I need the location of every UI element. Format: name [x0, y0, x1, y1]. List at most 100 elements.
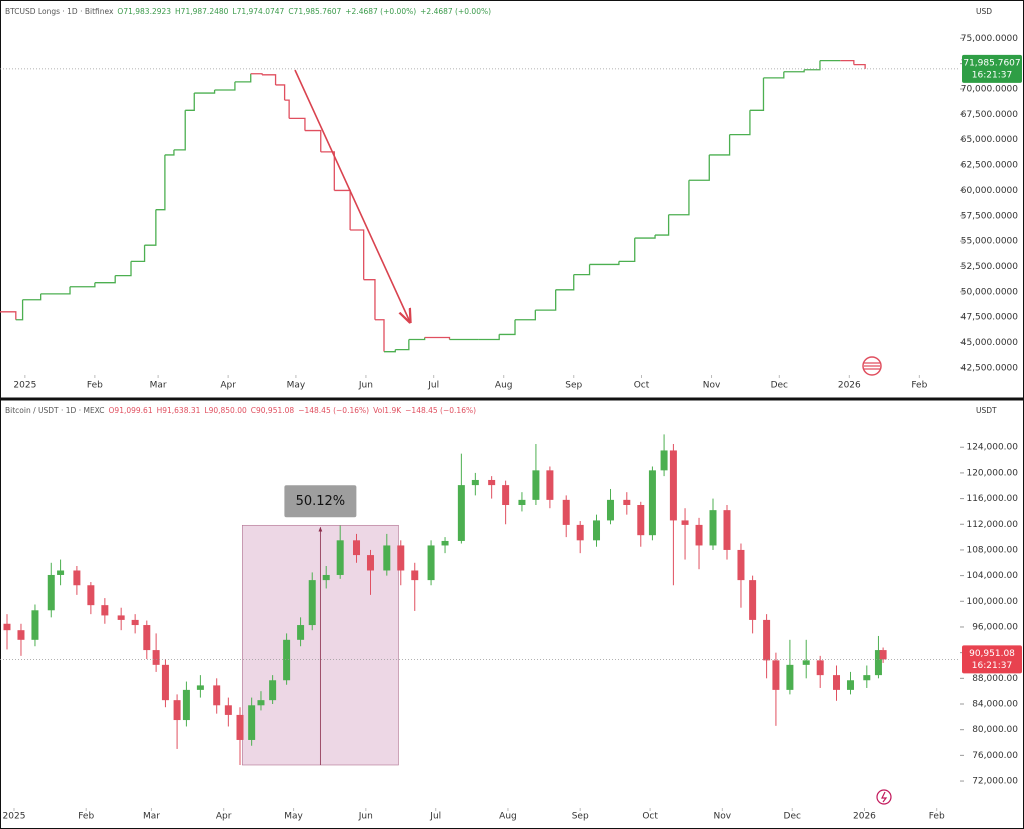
- line-segment: [499, 319, 516, 336]
- candle-body: [786, 664, 794, 690]
- candle-body: [846, 680, 854, 690]
- candle-body: [383, 545, 391, 571]
- candle-body: [297, 625, 305, 640]
- y-tick-label: 60,000.0000: [961, 186, 1019, 196]
- candle-body: [623, 499, 631, 506]
- y-tick-label: 108,000.00: [966, 545, 1018, 555]
- line-segment: [40, 286, 71, 295]
- y-tick-label: 124,000.00: [966, 443, 1018, 453]
- candle-body: [101, 605, 109, 616]
- candle-body: [562, 499, 570, 525]
- candle-body: [161, 664, 169, 701]
- x-tick-label: Mar: [150, 381, 167, 391]
- candle-body: [213, 685, 221, 706]
- candle-body: [196, 685, 204, 690]
- candle-body: [471, 479, 479, 486]
- candle-body: [17, 630, 25, 640]
- line-segment: [262, 74, 277, 85]
- candle-body: [660, 450, 668, 471]
- candle-body: [833, 675, 841, 690]
- candle-body: [695, 524, 703, 546]
- candle-body: [681, 520, 689, 525]
- y-tick-label: 75,000.0000: [961, 34, 1019, 44]
- measure-label-box: [284, 485, 357, 518]
- legend: Bitcoin / USDT · 1D · MEXC O91,099.61 H91,…: [5, 406, 476, 415]
- candle-body: [502, 485, 510, 506]
- price-tag-countdown: 16:21:37: [972, 661, 1012, 671]
- candle-body: [308, 580, 316, 626]
- legend-title: BTCUSD Longs · 1D · Bitfinex: [5, 7, 114, 16]
- line-segment: [634, 235, 656, 239]
- line-segment: [173, 110, 186, 151]
- y-tick-label: 57,500.0000: [961, 211, 1019, 221]
- price-tag-countdown: 16:21:37: [972, 70, 1012, 80]
- x-tick-label: Jun: [358, 381, 373, 391]
- candle-body: [593, 520, 601, 541]
- line-segment: [783, 69, 805, 73]
- candle-body: [366, 555, 374, 571]
- candle-body: [772, 660, 780, 690]
- x-tick-label: Apr: [220, 381, 236, 391]
- candle-body: [749, 580, 757, 620]
- currency: USDT: [976, 406, 997, 415]
- candle-body: [488, 479, 496, 486]
- legend-value: L71,974.0747: [232, 7, 284, 16]
- y-tick-label: 80,000.00: [972, 725, 1018, 735]
- x-tick-label: Aug: [495, 381, 513, 391]
- candle-body: [863, 675, 871, 681]
- candle-body: [57, 570, 65, 575]
- candle-body: [73, 570, 81, 586]
- line-segment: [155, 154, 166, 211]
- panel: 42,500.0000 45,000.0000 47,500.0000 50,000.…: [0, 7, 1022, 391]
- line-segment: [70, 282, 96, 288]
- x-tick-label: Oct: [642, 812, 658, 822]
- x-tick-label: Nov: [714, 812, 732, 822]
- y-tick-label: 100,000.00: [966, 597, 1018, 607]
- legend-value: L90,850.00: [204, 406, 247, 415]
- y-tick-label: 50,000.0000: [961, 287, 1019, 297]
- line-segment: [304, 129, 322, 152]
- candle-body: [269, 680, 277, 701]
- candle-body: [47, 574, 55, 611]
- candle-body: [576, 524, 584, 541]
- line-segment: [840, 59, 855, 65]
- candle-body: [143, 625, 151, 651]
- x-tick-label: Sep: [565, 381, 582, 391]
- line-segment: [363, 279, 376, 320]
- legend-value: −148.45 (−0.16%): [405, 406, 476, 415]
- line-segment: [408, 337, 426, 341]
- candle-body: [816, 660, 824, 676]
- y-tick-label: 65,000.0000: [961, 135, 1019, 145]
- candle-body: [874, 650, 882, 676]
- x-tick-label: Feb: [78, 812, 94, 822]
- x-tick-label: May: [284, 812, 303, 822]
- legend-value: −148.45 (−0.16%): [298, 406, 369, 415]
- candle-body: [546, 470, 554, 500]
- x-tick-label: Dec: [771, 381, 788, 391]
- x-tick-label: Jul: [429, 812, 441, 822]
- y-tick-label: 76,000.00: [972, 751, 1018, 761]
- candle-body: [224, 705, 232, 715]
- y-tick-label: 55,000.0000: [961, 237, 1019, 247]
- y-tick-label: 104,000.00: [966, 571, 1018, 581]
- y-tick-label: 45,000.0000: [961, 338, 1019, 348]
- y-tick-label: 112,000.00: [966, 520, 1018, 530]
- legend-value: O91,099.61: [109, 406, 153, 415]
- line-segment: [668, 180, 690, 216]
- candle-body: [532, 470, 540, 500]
- candle-body: [763, 619, 771, 661]
- line-segment: [131, 245, 146, 263]
- x-tick-label: Feb: [911, 381, 927, 391]
- line-segment: [424, 336, 451, 340]
- line-segment: [655, 214, 670, 236]
- y-tick-label: 67,500.0000: [961, 110, 1019, 120]
- candle-body: [457, 485, 465, 541]
- line-segment: [804, 60, 821, 71]
- candle-body: [606, 499, 614, 521]
- x-tick-label: Nov: [703, 381, 721, 391]
- line-segment: [22, 293, 42, 301]
- x-tick-label: Sep: [572, 812, 589, 822]
- y-tick-label: 42,500.0000: [961, 363, 1019, 373]
